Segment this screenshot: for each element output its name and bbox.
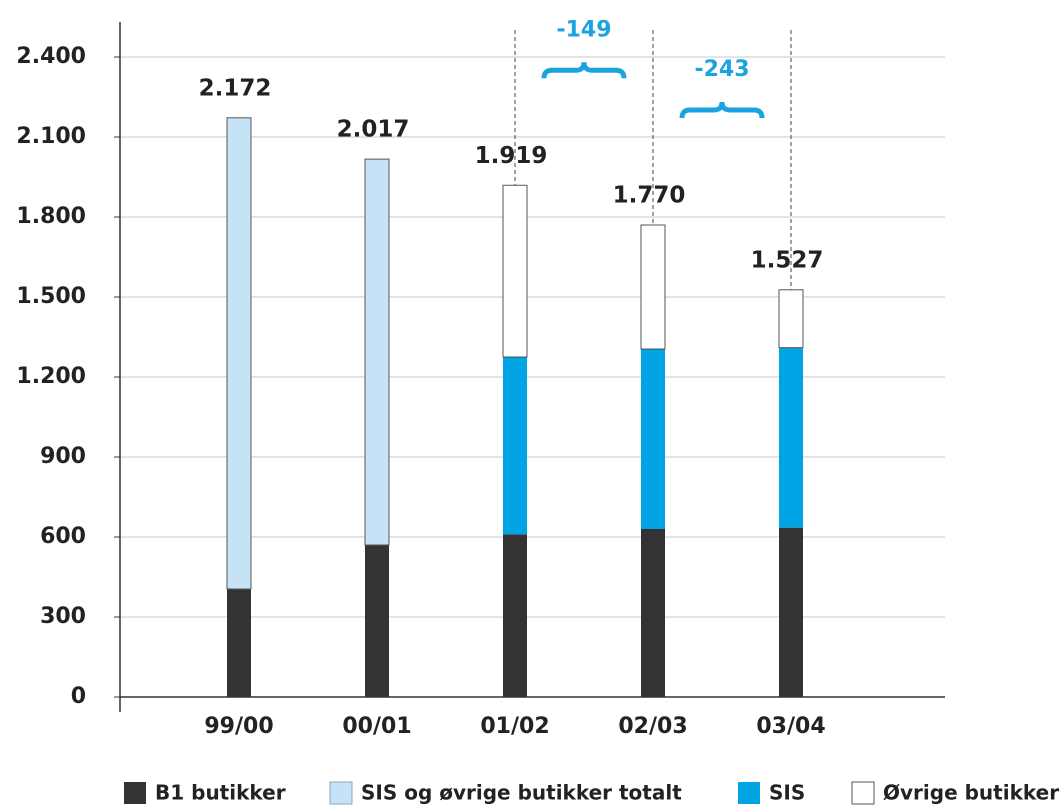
y-tick-label: 1.200	[16, 364, 86, 389]
legend-swatch	[851, 781, 875, 805]
x-tick-label: 03/04	[756, 714, 825, 739]
y-tick-label: 2.400	[16, 44, 86, 69]
legend-label: Øvrige butikker	[883, 781, 1059, 805]
y-tick-label: 900	[40, 444, 86, 469]
bar-segment	[641, 349, 665, 529]
x-tick-label: 99/00	[204, 714, 273, 739]
y-tick-label: 2.100	[16, 124, 86, 149]
brace	[679, 101, 765, 119]
y-tick-label: 600	[40, 524, 86, 549]
bar-segment	[503, 534, 527, 697]
bar-segment	[227, 589, 251, 697]
y-tick-label: 0	[71, 684, 86, 709]
legend-swatch	[329, 781, 353, 805]
bar-segment	[226, 117, 252, 590]
bar-segment	[640, 224, 666, 350]
bar-segment	[364, 158, 390, 546]
y-tick-label: 300	[40, 604, 86, 629]
annotation: -149	[556, 17, 611, 42]
x-tick-label: 02/03	[618, 714, 687, 739]
total-label: 2.172	[199, 75, 272, 101]
x-tick-label: 00/01	[342, 714, 411, 739]
bar-segment	[779, 527, 803, 697]
bar-segment	[365, 545, 389, 697]
bar-segment	[779, 347, 803, 528]
legend-label: SIS	[769, 781, 805, 805]
total-label: 2.017	[337, 117, 410, 143]
legend-label: B1 butikker	[155, 781, 286, 805]
bar-segment	[502, 184, 528, 358]
bar-segment	[641, 529, 665, 697]
legend-label: SIS og øvrige butikker totalt	[361, 781, 682, 805]
bar-segment	[778, 289, 804, 349]
legend-swatch	[124, 782, 146, 804]
total-label: 1.919	[475, 143, 548, 169]
legend-swatch	[738, 782, 760, 804]
total-label: 1.770	[613, 183, 686, 209]
x-tick-label: 01/02	[480, 714, 549, 739]
brace	[541, 62, 627, 79]
y-tick-label: 1.500	[16, 284, 86, 309]
bar-segment	[503, 357, 527, 535]
annotation: -243	[694, 57, 749, 82]
y-tick-label: 1.800	[16, 204, 86, 229]
total-label: 1.527	[751, 247, 824, 273]
